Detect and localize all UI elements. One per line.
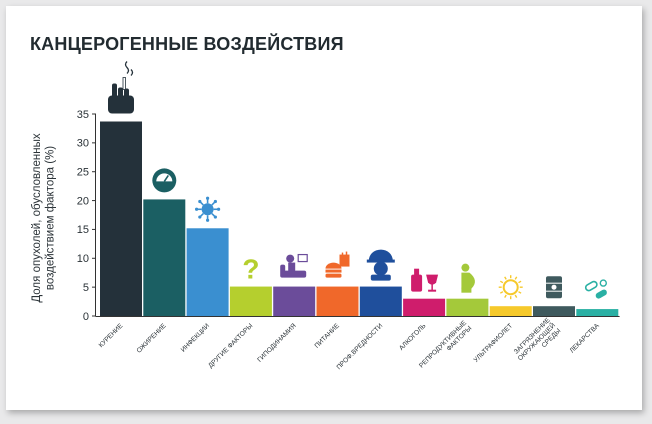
y-tick-label: 20 (77, 195, 89, 207)
x-tick-label: ЗАГРЯЗНЕНИЕОКРУЖАЮЩЕЙСРЕДЫ (512, 316, 563, 367)
svg-text:?: ? (242, 254, 259, 285)
virus-icon (195, 196, 221, 222)
burger-fries-icon (325, 251, 350, 278)
x-tick-label: ИНФЕКЦИИ (180, 322, 211, 353)
bar (489, 306, 532, 316)
x-tick-label: ПРОФ.ВРЕДНОСТИ (336, 322, 385, 371)
scale-icon (152, 168, 177, 193)
y-tick-label: 30 (77, 138, 89, 150)
bar (229, 286, 272, 316)
pills-icon (584, 279, 607, 299)
bar (273, 286, 316, 316)
x-tick-label: АЛКОГОЛЬ (398, 322, 427, 351)
y-tick-label: 15 (77, 224, 89, 236)
bar (316, 286, 359, 316)
bar (533, 306, 575, 316)
pregnant-woman-icon (461, 263, 475, 293)
y-axis-label: Доля опухолей, обусловленных воздействием… (31, 133, 57, 303)
x-tick-label: ГИПОДИНАМИЯ (256, 322, 297, 363)
bar (576, 309, 619, 316)
y-tick-label: 35 (77, 109, 89, 121)
sun-icon (498, 275, 523, 300)
bar (143, 199, 186, 316)
x-tick-label: ПИТАНИЕ (314, 322, 342, 350)
x-tick-label: ЛЕКАРСТВА (569, 322, 602, 355)
bar (403, 298, 446, 316)
bar (100, 121, 142, 316)
bar (446, 298, 489, 316)
x-tick-label: ОЖИРЕНИЕ (136, 322, 169, 355)
bar (359, 286, 402, 316)
wine-bottle-glass-icon (411, 268, 439, 292)
x-tick-label: УЛЬТРАФИОЛЕТ (473, 322, 514, 363)
question-mark-icon: ? (242, 254, 259, 285)
couch-person-icon (280, 253, 308, 278)
barrel-hazard-icon (546, 276, 562, 299)
chart-title: КАНЦЕРОГЕННЫЕ ВОЗДЕЙСТВИЯ (30, 34, 344, 54)
x-tick-label: КУРЕНИЕ (98, 322, 125, 349)
y-tick-label: 25 (77, 167, 89, 179)
x-tick-label: ДРУГИЕ ФАКТОРЫ (207, 322, 254, 369)
y-tick-label: 10 (77, 253, 89, 265)
hand-cigarette-icon (108, 61, 134, 114)
bar (186, 228, 229, 316)
hard-hat-worker-icon (366, 249, 395, 281)
y-tick-label: 0 (83, 311, 89, 323)
y-tick-label: 5 (83, 282, 89, 294)
